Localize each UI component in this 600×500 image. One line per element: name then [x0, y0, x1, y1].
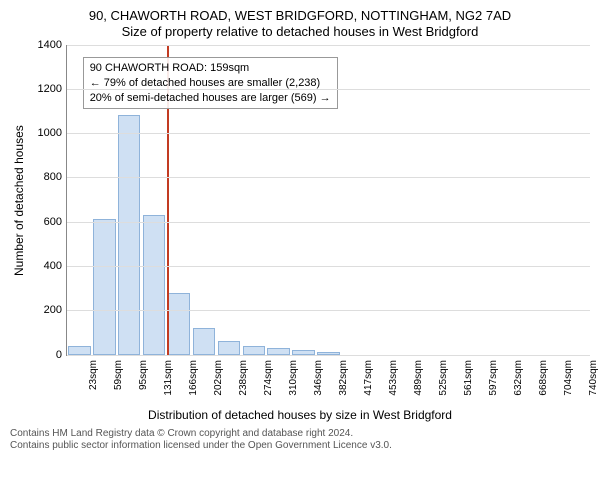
y-tick-label: 0 — [56, 349, 62, 361]
x-tick-label: 704sqm — [563, 360, 574, 396]
footer-line1: Contains HM Land Registry data © Crown c… — [10, 428, 590, 441]
histogram-bar — [317, 352, 339, 354]
histogram-bar — [193, 328, 215, 355]
y-tick-label: 200 — [44, 304, 62, 316]
x-tick-label: 202sqm — [213, 360, 224, 396]
histogram-bar — [68, 346, 90, 355]
histogram-bar — [143, 215, 165, 355]
chart-subtitle: Size of property relative to detached ho… — [10, 24, 590, 40]
y-tick-label: 1200 — [38, 83, 62, 95]
x-tick-label: 238sqm — [238, 360, 249, 396]
y-tick-label: 800 — [44, 171, 62, 183]
x-tick-label: 668sqm — [538, 360, 549, 396]
annotation-line1: 90 CHAWORTH ROAD: 159sqm — [90, 61, 331, 76]
x-tick-label: 59sqm — [113, 360, 124, 390]
x-tick-label: 274sqm — [263, 360, 274, 396]
x-tick-label: 382sqm — [338, 360, 349, 396]
chart-title-address: 90, CHAWORTH ROAD, WEST BRIDGFORD, NOTTI… — [10, 8, 590, 24]
y-tick-label: 400 — [44, 260, 62, 272]
x-tick-label: 597sqm — [488, 360, 499, 396]
y-axis-ticks: 0200400600800100012001400 — [28, 45, 66, 355]
x-tick-label: 166sqm — [188, 360, 199, 396]
x-axis-ticks: 23sqm 59sqm 95sqm 131sqm 166sqm 202sqm 238sqm 2… — [76, 356, 600, 406]
annotation-box: 90 CHAWORTH ROAD: 159sqm ← 79% of detach… — [83, 57, 338, 110]
x-tick-label: 23sqm — [88, 360, 99, 390]
x-tick-label: 740sqm — [588, 360, 599, 396]
x-tick-label: 632sqm — [513, 360, 524, 396]
footer-line2: Contains public sector information licen… — [10, 440, 590, 453]
footer: Contains HM Land Registry data © Crown c… — [10, 428, 590, 453]
y-tick-label: 1400 — [38, 39, 62, 51]
histogram-bar — [218, 341, 240, 354]
x-tick-label: 131sqm — [163, 360, 174, 396]
x-tick-label: 310sqm — [288, 360, 299, 396]
x-axis-label: Distribution of detached houses by size … — [10, 408, 590, 422]
histogram-bar — [243, 346, 265, 355]
histogram-bar — [168, 293, 190, 355]
y-tick-label: 1000 — [38, 127, 62, 139]
plot-row: Number of detached houses 02004006008001… — [10, 45, 590, 356]
annotation-line3: 20% of semi-detached houses are larger (… — [90, 91, 331, 106]
x-tick-label: 453sqm — [388, 360, 399, 396]
y-axis-label: Number of detached houses — [10, 45, 28, 356]
annotation-line2: ← 79% of detached houses are smaller (2,… — [90, 76, 331, 91]
chart-container: 90, CHAWORTH ROAD, WEST BRIDGFORD, NOTTI… — [0, 0, 600, 500]
plot-area: 90 CHAWORTH ROAD: 159sqm ← 79% of detach… — [66, 45, 590, 356]
histogram-bar — [118, 115, 140, 354]
histogram-bar — [93, 219, 115, 354]
x-tick-label: 525sqm — [438, 360, 449, 396]
x-tick-label: 489sqm — [413, 360, 424, 396]
x-tick-label: 346sqm — [313, 360, 324, 396]
histogram-bar — [292, 350, 314, 354]
y-tick-label: 600 — [44, 216, 62, 228]
x-tick-label: 417sqm — [363, 360, 374, 396]
x-tick-label: 95sqm — [138, 360, 149, 390]
histogram-bar — [267, 348, 289, 355]
x-tick-label: 561sqm — [463, 360, 474, 396]
